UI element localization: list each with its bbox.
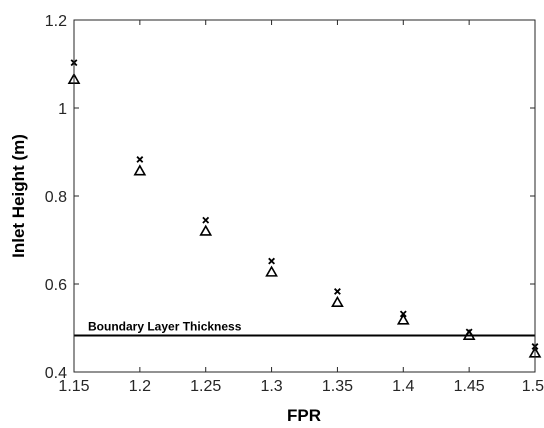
x-marker-point: [136, 156, 144, 163]
x-axis-label: FPR: [287, 406, 321, 425]
x-marker-point: [202, 216, 210, 224]
x-marker-point: [268, 257, 276, 265]
triangle-marker-point: [199, 224, 213, 236]
x-tick-label: 1.5: [522, 378, 544, 395]
x-tick-label: 1.15: [58, 378, 89, 395]
y-tick-label: 0.8: [45, 189, 67, 206]
y-axis-label: Inlet Height (m): [9, 134, 28, 258]
triangle-marker-point: [396, 313, 410, 325]
triangle-marker-point: [331, 295, 344, 308]
triangle-marker-point: [265, 265, 278, 277]
boundary-layer-label: Boundary Layer Thickness: [88, 319, 242, 333]
y-tick-label: 1: [58, 101, 67, 118]
plot-frame: [73, 19, 536, 373]
y-tick-label: 0.4: [45, 365, 67, 382]
x-tick-label: 1.45: [454, 378, 485, 395]
y-tick-label: 1.2: [45, 13, 67, 30]
x-marker-point: [333, 288, 341, 295]
x-tick-label: 1.3: [260, 378, 282, 395]
y-tick-label: 0.6: [45, 277, 67, 294]
x-tick-label: 1.4: [392, 378, 414, 395]
x-tick-label: 1.35: [322, 378, 353, 395]
x-tick-label: 1.2: [129, 378, 151, 395]
triangle-marker-point: [133, 164, 147, 176]
x-tick-label: 1.25: [190, 378, 221, 395]
triangle-marker-point: [462, 328, 476, 341]
plot-background: [74, 20, 535, 372]
